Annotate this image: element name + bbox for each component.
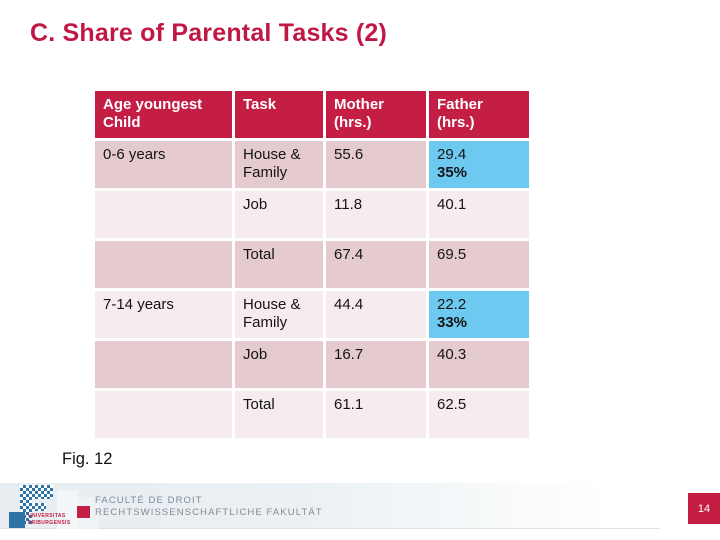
page-title: C. Share of Parental Tasks (2)	[30, 19, 388, 47]
university-name: UNIVERSITAS FRIBURGENSIS	[28, 513, 71, 527]
faculty-name: FACULTÉ DE DROIT RECHTSWISSENSCHAFTLICHE…	[95, 495, 323, 519]
table-header-task: Task	[235, 91, 323, 138]
table-cell-age	[95, 341, 232, 388]
logo-blue-square-icon	[9, 512, 25, 528]
table-cell-father: 40.3	[429, 341, 529, 388]
faculty-bullet-icon	[77, 506, 90, 518]
table-header-age: Age youngest Child	[95, 91, 232, 138]
table-cell-mother: 16.7	[326, 341, 426, 388]
table-cell-age: 0-6 years	[95, 141, 232, 188]
table-cell-task: House & Family	[235, 141, 323, 188]
table-header-mother: Mother (hrs.)	[326, 91, 426, 138]
table-cell-task: Job	[235, 191, 323, 238]
page-number-badge: 14	[688, 493, 720, 524]
parental-tasks-table: Age youngest Child Task Mother (hrs.) Fa…	[95, 91, 529, 438]
table-cell-age	[95, 391, 232, 438]
table-cell-mother: 11.8	[326, 191, 426, 238]
table-cell-father: 62.5	[429, 391, 529, 438]
faculty-name-german: RECHTSWISSENSCHAFTLICHE FAKULTÄT	[95, 507, 323, 519]
table-cell-task: Total	[235, 241, 323, 288]
university-name-line2: FRIBURGENSIS	[28, 520, 71, 526]
faculty-name-french: FACULTÉ DE DROIT	[95, 495, 203, 506]
table-cell-father-highlight: 29.4 35%	[429, 141, 529, 188]
table-cell-mother: 44.4	[326, 291, 426, 338]
figure-caption: Fig. 12	[62, 450, 113, 468]
father-share-percent: 35%	[437, 164, 468, 182]
university-logo-icon	[20, 503, 46, 511]
table-cell-age: 7-14 years	[95, 291, 232, 338]
table-header-father: Father (hrs.)	[429, 91, 529, 138]
table-cell-mother: 55.6	[326, 141, 426, 188]
father-share-percent: 33%	[437, 314, 468, 332]
table-cell-mother: 61.1	[326, 391, 426, 438]
footer-staircase-step	[57, 490, 78, 529]
table-cell-task: Total	[235, 391, 323, 438]
table-cell-mother: 67.4	[326, 241, 426, 288]
table-cell-task: Job	[235, 341, 323, 388]
table-cell-age	[95, 241, 232, 288]
table-cell-father: 69.5	[429, 241, 529, 288]
table-cell-task: House & Family	[235, 291, 323, 338]
table-cell-age	[95, 191, 232, 238]
father-hours-value: 29.4	[437, 146, 467, 163]
footer-band	[0, 483, 660, 529]
father-hours-value: 22.2	[437, 296, 467, 313]
university-name-line1: UNIVERSITAS	[28, 513, 66, 519]
table-cell-father: 40.1	[429, 191, 529, 238]
table-cell-father-highlight: 22.2 33%	[429, 291, 529, 338]
